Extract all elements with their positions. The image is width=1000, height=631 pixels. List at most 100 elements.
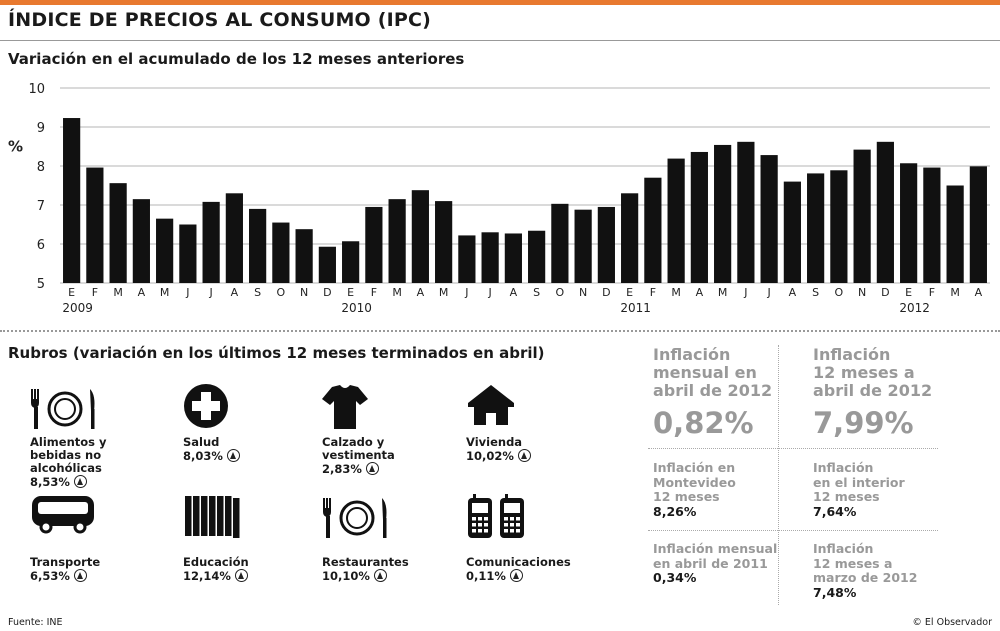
- rubro-value: 12,14%: [183, 569, 231, 583]
- x-tick-label: A: [696, 286, 704, 299]
- page-title: ÍNDICE DE PRECIOS AL CONSUMO (IPC): [8, 9, 432, 31]
- rubro-value: 6,53%: [30, 569, 70, 583]
- bar: [109, 183, 127, 283]
- bar: [504, 233, 522, 283]
- stat-small-label: 12 meses: [813, 489, 880, 504]
- rubro-label: Transporte: [30, 555, 101, 569]
- stat-small-label: marzo de 2012: [813, 570, 918, 585]
- x-tick-label: A: [789, 286, 797, 299]
- bar: [318, 246, 336, 283]
- bar: [225, 193, 243, 283]
- rubro-value: 2,83%: [322, 462, 362, 476]
- bar: [63, 118, 81, 283]
- bar: [830, 170, 848, 283]
- chart-subtitle: Variación en el acumulado de los 12 mese…: [8, 50, 465, 68]
- bar: [574, 209, 592, 283]
- rubro-value: 10,10%: [322, 569, 370, 583]
- x-tick-label: D: [881, 286, 889, 299]
- stat-main-value: 7,99%: [813, 406, 914, 440]
- rubro-value: 10,02%: [466, 449, 514, 463]
- bar: [458, 235, 476, 283]
- house-icon: [466, 383, 536, 433]
- x-tick-label: A: [417, 286, 425, 299]
- stat-main-label: mensual en: [653, 363, 757, 382]
- arrow-up-icon: [73, 475, 87, 488]
- x-tick-label: E: [626, 286, 633, 299]
- bar: [667, 158, 685, 283]
- x-tick-label: J: [767, 286, 771, 299]
- bar: [876, 141, 894, 283]
- bar: [86, 167, 104, 283]
- rubro-label: bebidas no: [30, 448, 102, 462]
- bar: [272, 222, 290, 283]
- stat-small-label: en el interior: [813, 474, 905, 490]
- x-tick-label: A: [975, 286, 983, 299]
- bar: [249, 208, 267, 283]
- stat-small-value: 0,34%: [653, 570, 697, 585]
- stat-small: Inflación mensual en abril de 2011 0,34%: [653, 541, 777, 586]
- bar: [202, 201, 220, 283]
- stat-main-value: 0,82%: [653, 406, 754, 440]
- stat-main: Inflación 12 meses a abril de 2012 7,99%: [813, 346, 932, 441]
- bar: [388, 199, 406, 283]
- bar: [179, 224, 197, 283]
- y-tick-label: 8: [37, 160, 45, 175]
- y-tick-label: 9: [37, 121, 45, 136]
- stat-small-value: 8,26%: [653, 503, 697, 519]
- bar: [923, 167, 941, 283]
- rubro-label: Educación: [183, 555, 249, 569]
- y-tick-label: 5: [37, 277, 45, 292]
- x-tick-label: M: [113, 286, 123, 299]
- rubro-label: Salud: [183, 435, 220, 449]
- arrow-up-icon: [509, 569, 523, 582]
- bar: [597, 206, 615, 283]
- rubro-value: 8,03%: [183, 449, 223, 463]
- stat-main-label: 12 meses a: [813, 363, 915, 382]
- rubro-label: alcohólicas: [30, 461, 102, 475]
- x-tick-label: J: [209, 286, 213, 299]
- bar: [621, 193, 639, 283]
- stat-small-label: en abril de 2011: [653, 555, 768, 571]
- x-tick-label: E: [905, 286, 912, 299]
- x-tick-label: J: [488, 286, 492, 299]
- ipc-bar-chart: 5 6 7 8 9 10% E F M A M J J A S O N D E F M A M J J A S O N D E F M A M J J A…: [8, 82, 990, 315]
- rubro-label: vestimenta: [322, 448, 395, 462]
- bar: [737, 141, 755, 283]
- stats-divider-1: [648, 448, 938, 449]
- arrow-up-icon: [373, 569, 387, 582]
- rubro-value: 0,11%: [466, 569, 506, 583]
- x-tick-label: N: [300, 286, 308, 299]
- bar: [969, 166, 987, 283]
- stat-small-value: 7,48%: [813, 584, 857, 600]
- year-label: 2010: [341, 301, 372, 315]
- stat-main-label: abril de 2012: [653, 381, 773, 400]
- rubro-label: Comunicaciones: [466, 555, 571, 569]
- credit-note: © El Observador: [912, 617, 992, 628]
- bar: [295, 229, 313, 283]
- bar: [644, 177, 662, 283]
- x-tick-label: N: [858, 286, 866, 299]
- stat-small-label: Inflación en: [653, 460, 736, 475]
- stat-small: Inflación en Montevideo 12 meses 8,26%: [653, 460, 736, 519]
- x-tick-label: M: [160, 286, 170, 299]
- x-tick-label: O: [556, 286, 565, 299]
- stat-small-label: Inflación: [813, 541, 874, 556]
- x-tick-label: F: [92, 286, 98, 299]
- bar: [132, 199, 150, 283]
- year-label: 2012: [899, 301, 930, 315]
- bar: [783, 181, 801, 283]
- bar: [156, 218, 174, 283]
- x-tick-label: A: [510, 286, 518, 299]
- stat-main-label: Inflación: [653, 345, 731, 364]
- bar: [528, 230, 546, 283]
- bar: [807, 173, 825, 283]
- x-tick-label: S: [812, 286, 819, 299]
- x-tick-label: O: [277, 286, 286, 299]
- stat-small-label: 12 meses a: [813, 555, 893, 571]
- bar: [342, 241, 360, 283]
- bar: [365, 206, 383, 283]
- x-tick-label: M: [671, 286, 681, 299]
- source-note: Fuente: INE: [8, 617, 63, 628]
- rubro-label: Restaurantes: [322, 555, 409, 569]
- x-tick-label: A: [231, 286, 239, 299]
